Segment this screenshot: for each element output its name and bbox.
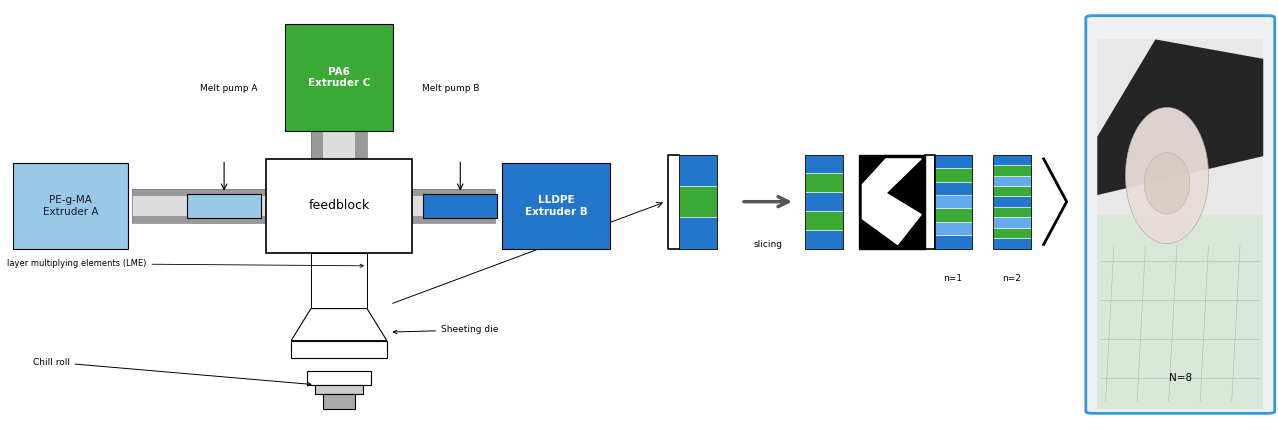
Bar xyxy=(679,218,717,249)
Bar xyxy=(314,385,363,394)
Ellipse shape xyxy=(1126,108,1209,244)
Bar xyxy=(679,154,717,186)
Polygon shape xyxy=(1098,39,1263,195)
Bar xyxy=(14,163,128,249)
Bar xyxy=(993,186,1031,196)
Bar xyxy=(413,196,496,215)
Text: Melt pump B: Melt pump B xyxy=(422,84,479,93)
Bar xyxy=(1098,39,1263,234)
Bar xyxy=(805,230,843,249)
Bar xyxy=(291,341,387,358)
Bar xyxy=(805,173,843,192)
Bar xyxy=(993,238,1031,249)
Bar xyxy=(934,235,973,249)
Bar xyxy=(323,394,355,409)
Text: PA6
Extruder C: PA6 Extruder C xyxy=(308,67,371,88)
Text: N=8: N=8 xyxy=(1168,373,1192,383)
Bar xyxy=(266,159,413,253)
Bar xyxy=(423,193,497,218)
Text: LLDPE
Extruder B: LLDPE Extruder B xyxy=(525,195,588,217)
Text: feedblock: feedblock xyxy=(308,199,369,212)
Bar xyxy=(993,154,1031,165)
Bar xyxy=(311,253,367,308)
Bar xyxy=(993,218,1031,228)
Bar xyxy=(132,189,266,223)
Bar xyxy=(413,215,496,223)
Bar xyxy=(187,193,261,218)
Bar xyxy=(993,165,1031,175)
Bar xyxy=(993,196,1031,207)
Text: Sheeting die: Sheeting die xyxy=(394,326,498,335)
Bar xyxy=(132,189,266,196)
Bar xyxy=(311,131,367,159)
Text: slicing: slicing xyxy=(754,240,782,249)
Text: Melt pump A: Melt pump A xyxy=(199,84,257,93)
Bar xyxy=(307,371,371,385)
Bar xyxy=(679,186,717,218)
Ellipse shape xyxy=(1144,153,1190,214)
Bar xyxy=(805,154,843,249)
Text: Chill roll: Chill roll xyxy=(33,357,311,386)
Bar xyxy=(934,181,973,195)
Bar xyxy=(679,154,717,249)
Bar xyxy=(993,228,1031,238)
Bar xyxy=(993,175,1031,186)
Bar xyxy=(859,154,925,249)
Bar xyxy=(355,131,367,159)
Text: n=1: n=1 xyxy=(943,274,962,283)
Bar xyxy=(805,154,843,173)
Bar xyxy=(993,207,1031,218)
Text: n=2: n=2 xyxy=(1002,274,1021,283)
Bar xyxy=(993,154,1031,249)
Bar xyxy=(1098,214,1263,409)
Bar xyxy=(934,154,973,249)
Polygon shape xyxy=(863,159,921,245)
Polygon shape xyxy=(291,308,387,341)
Bar xyxy=(323,131,355,159)
Bar xyxy=(413,189,496,196)
Bar xyxy=(132,196,266,215)
Bar xyxy=(805,211,843,230)
Bar xyxy=(934,222,973,235)
Bar xyxy=(934,154,973,168)
Bar xyxy=(502,163,611,249)
Bar xyxy=(413,189,496,223)
Bar xyxy=(285,24,394,131)
Text: layer multiplying elements (LME): layer multiplying elements (LME) xyxy=(8,259,363,268)
Bar xyxy=(934,168,973,181)
FancyBboxPatch shape xyxy=(1086,16,1274,413)
Bar xyxy=(311,131,323,159)
Bar xyxy=(805,192,843,211)
Bar xyxy=(934,195,973,208)
Text: PE-g-MA
Extruder A: PE-g-MA Extruder A xyxy=(43,195,98,217)
Bar xyxy=(934,208,973,222)
Bar xyxy=(132,215,266,223)
